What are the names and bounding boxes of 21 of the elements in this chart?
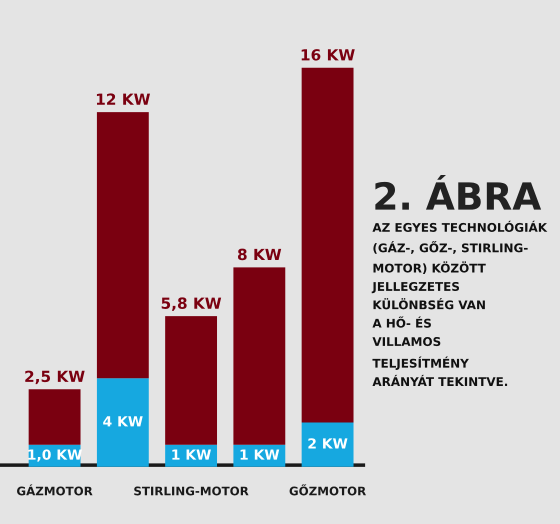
x-tick-label: STIRLING-MOTOR <box>134 486 249 496</box>
x-tick-label: GŐZMOTOR <box>290 484 366 496</box>
data-label: 2 KW <box>308 438 348 449</box>
bar <box>302 422 354 467</box>
bar <box>96 378 149 467</box>
data-label: 8 KW <box>238 248 282 260</box>
data-label: 5,8 KW <box>162 297 222 311</box>
text: 2. ÁBRA <box>375 174 542 210</box>
data-label: 12 KW <box>96 93 150 105</box>
data-label: 1 KW <box>172 450 211 460</box>
data-label: 2,5 KW <box>25 370 85 384</box>
bar <box>28 389 81 445</box>
data-label: 16 KW <box>302 49 355 61</box>
bar <box>165 316 218 445</box>
data-label: 1 KW <box>240 450 280 460</box>
bar <box>96 112 149 378</box>
bar <box>233 267 286 445</box>
bar <box>302 68 354 423</box>
text: AZ EGYES TECHNOLÓGIÁK (GÁZ-, GŐZ-, STIRLING- MOTOR) KÖZÖTT JELLEGZETES KÜLÖNBSÉG VAN A HŐ- ÉS VILLAMOS TELJESÍTMÉNY ARÁNYÁT TEKINTVE. <box>372 220 548 386</box>
data-label: 4 KW <box>103 416 143 426</box>
x-tick-label: GÁZMOTOR <box>17 484 93 496</box>
